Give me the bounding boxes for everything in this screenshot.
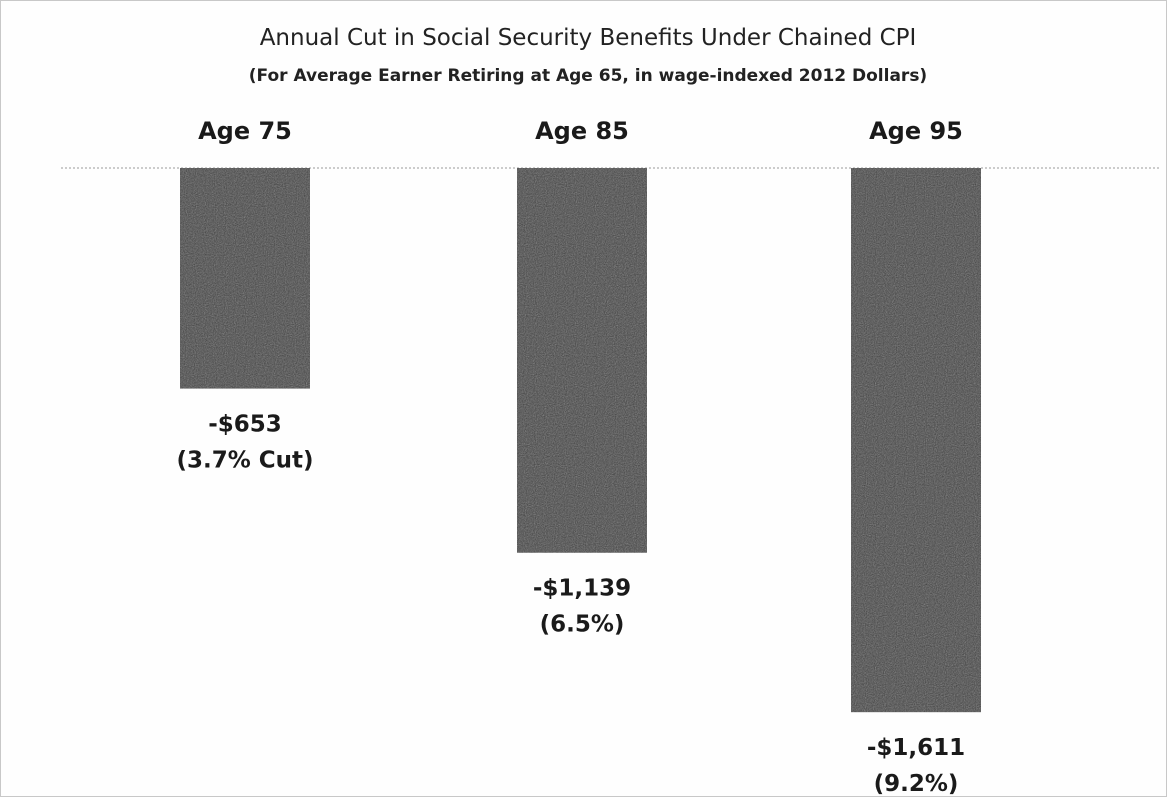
chart-title: Annual Cut in Social Security Benefits U… xyxy=(260,25,917,51)
data-label-percent: (3.7% Cut) xyxy=(176,448,313,474)
data-label-percent: (9.2%) xyxy=(874,771,959,796)
bar xyxy=(180,168,310,389)
bar xyxy=(851,168,981,713)
bar xyxy=(517,168,647,553)
data-label-percent: (6.5%) xyxy=(540,612,625,638)
bars-layer xyxy=(180,168,981,713)
data-label-value: -$1,611 xyxy=(867,735,965,761)
data-label-value: -$653 xyxy=(208,412,282,438)
data-label-value: -$1,139 xyxy=(533,576,631,602)
category-label: Age 75 xyxy=(198,117,292,145)
category-label: Age 85 xyxy=(535,117,629,145)
labels-layer: Age 75 -$653 (3.7% Cut) Age 85 -$1,139 (6.5%)… xyxy=(176,117,965,796)
category-label: Age 95 xyxy=(869,117,963,145)
chart-subtitle: (For Average Earner Retiring at Age 65, … xyxy=(249,66,927,86)
